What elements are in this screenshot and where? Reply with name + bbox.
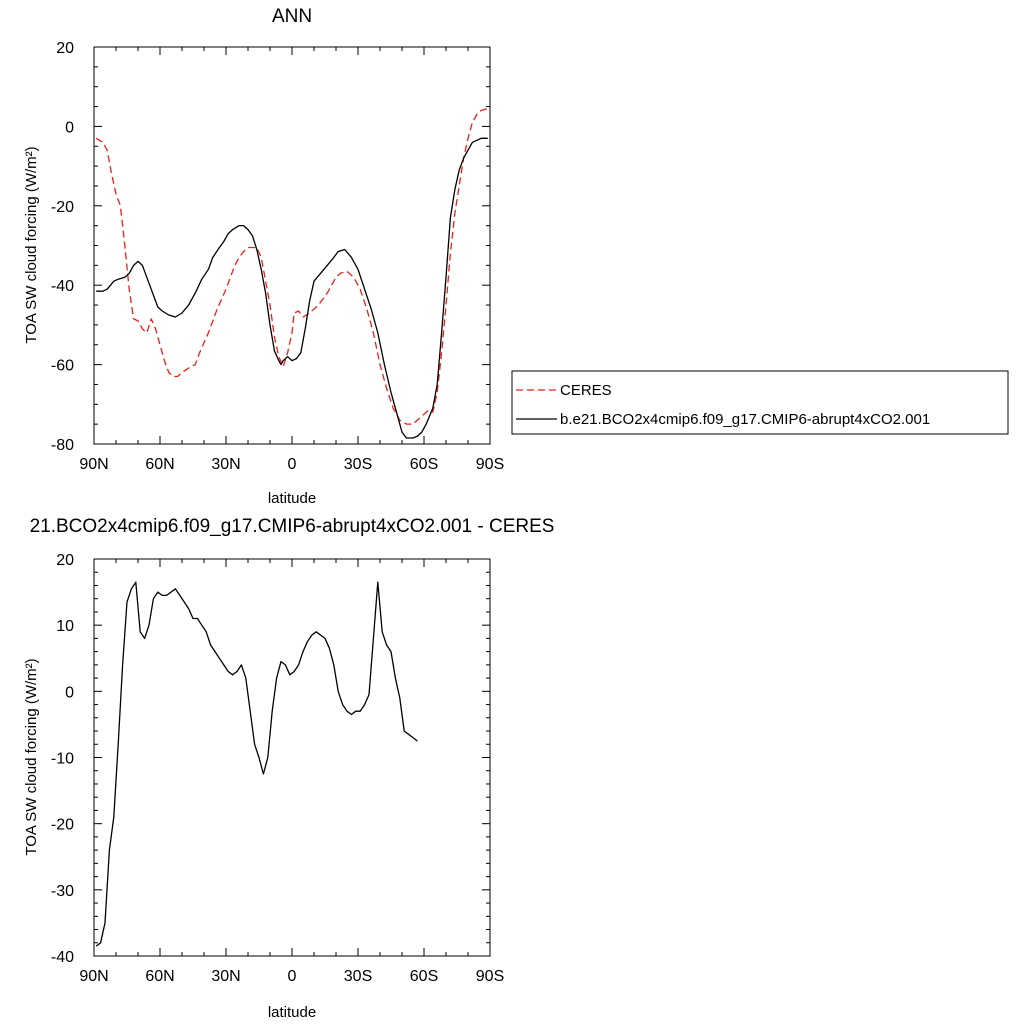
legend-box — [511, 370, 1009, 435]
bottom-x-tick-label: 60N — [145, 968, 174, 985]
bottom-y-tick-label: -30 — [51, 883, 74, 900]
bottom-x-tick-label: 30N — [211, 968, 240, 985]
bottom-chart-title: 21.BCO2x4cmip6.f09_g17.CMIP6-abrupt4xCO2… — [30, 516, 555, 537]
legend-label-ceres: CERES — [560, 382, 612, 399]
bottom-axis-ticks: 90N 60N 30N 0 30S 60S 90S -40 -30 -20 -10 0 10 20 — [51, 552, 504, 985]
top-y-tick-label: -80 — [51, 437, 74, 454]
bottom-series-line-difference — [95, 581, 418, 947]
bottom-y-tick-label: 10 — [56, 618, 74, 635]
bottom-plot-frame — [93, 558, 491, 957]
top-y-axis-label: TOA SW cloud forcing (W/m²) — [23, 146, 40, 343]
bottom-series-lines — [95, 581, 418, 947]
legend-label-model: b.e21.BCO2x4cmip6.f09_g17.CMIP6-abrupt4x… — [560, 411, 930, 428]
bottom-x-axis-label: latitude — [268, 1004, 316, 1021]
top-x-tick-label: 60S — [410, 456, 438, 473]
bottom-x-tick-label: 60S — [410, 968, 438, 985]
top-x-tick-label: 30N — [211, 456, 240, 473]
bottom-x-tick-label: 30S — [344, 968, 372, 985]
top-series-line-ceres — [95, 107, 488, 425]
panel-bottom: 21.BCO2x4cmip6.f09_g17.CMIP6-abrupt4xCO2… — [23, 516, 554, 1021]
top-x-axis-label: latitude — [268, 490, 316, 507]
bottom-y-tick-label: 20 — [56, 552, 74, 569]
top-series-lines — [95, 107, 488, 439]
top-x-tick-label: 0 — [288, 456, 297, 473]
top-x-tick-label: 90S — [476, 456, 504, 473]
legend: CERES b.e21.BCO2x4cmip6.f09_g17.CMIP6-ab… — [511, 370, 1009, 435]
top-y-tick-label: 0 — [65, 119, 74, 136]
top-axis-ticks: 90N 60N 30N 0 30S 60S 90S -80 -60 -40 -20 0 20 — [51, 40, 504, 473]
bottom-x-tick-label: 90N — [79, 968, 108, 985]
bottom-y-tick-label: -40 — [51, 949, 74, 966]
top-series-line-b-e21-bco2x4cmip6-f09-g17-cmip — [96, 137, 488, 439]
top-y-tick-label: -40 — [51, 278, 74, 295]
top-y-tick-label: 20 — [56, 40, 74, 57]
top-x-tick-label: 30S — [344, 456, 372, 473]
bottom-x-tick-label: 0 — [288, 968, 297, 985]
bottom-y-tick-label: 0 — [65, 684, 74, 701]
top-x-tick-label: 90N — [79, 456, 108, 473]
top-x-tick-label: 60N — [145, 456, 174, 473]
panel-top: ANN 90N 60N 30N 0 30S 60S 90S -80 -60 -40 -20 0 20 l… — [23, 6, 1009, 507]
bottom-y-tick-label: -20 — [51, 817, 74, 834]
top-plot-frame — [93, 46, 491, 445]
bottom-y-tick-label: -10 — [51, 751, 74, 768]
top-y-tick-label: -20 — [51, 199, 74, 216]
top-y-tick-label: -60 — [51, 358, 74, 375]
top-chart-title: ANN — [272, 6, 312, 27]
bottom-x-tick-label: 90S — [476, 968, 504, 985]
bottom-y-axis-label: TOA SW cloud forcing (W/m²) — [23, 658, 40, 855]
